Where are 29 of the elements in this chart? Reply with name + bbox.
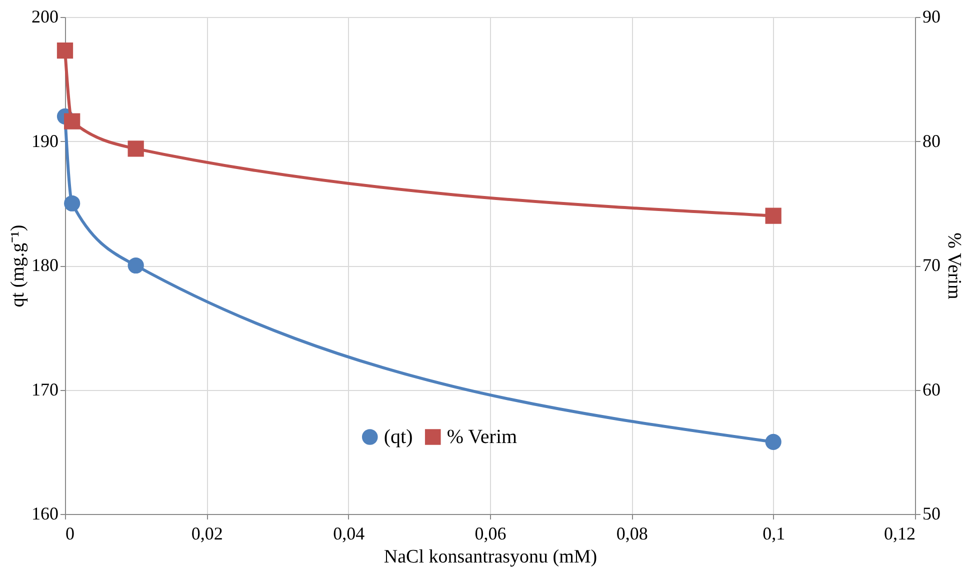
y-tick-label: 160: [32, 504, 58, 524]
x-tick-label: 0,04: [333, 524, 365, 544]
x-tick-label: 0,12: [884, 524, 916, 544]
x-tick-label: 0,02: [191, 524, 223, 544]
y-axis-title: qt (mg.g⁻¹): [8, 224, 28, 308]
x-tick-label: 0: [66, 524, 74, 544]
point: [765, 434, 782, 450]
x-tick-label: 0,1: [762, 524, 786, 544]
legend-label: (qt): [384, 426, 413, 448]
point: [128, 140, 144, 157]
point: [64, 113, 80, 130]
y-tick-label: 200: [32, 6, 58, 26]
point: [128, 257, 144, 274]
y2-tick-label: 80: [922, 130, 940, 151]
point: [765, 208, 782, 224]
y2-tick-label: 90: [922, 6, 940, 26]
point: [64, 195, 80, 212]
y-tick-label: 190: [32, 130, 58, 151]
y-tick-label: 170: [32, 379, 58, 400]
y-tick-label: 180: [32, 255, 58, 275]
y2-tick-label: 60: [922, 379, 940, 400]
x-axis-title: NaCl konsantrasyonu (mM): [384, 546, 598, 568]
x-tick-label: 0,06: [474, 524, 506, 544]
y2-tick-label: 50: [922, 504, 940, 524]
x-tick-label: 0,08: [616, 524, 648, 544]
y2-tick-label: 70: [922, 255, 940, 275]
y2-axis-title: % Verim: [944, 232, 964, 300]
point: [56, 42, 74, 59]
legend-label: % Verim: [446, 426, 518, 448]
